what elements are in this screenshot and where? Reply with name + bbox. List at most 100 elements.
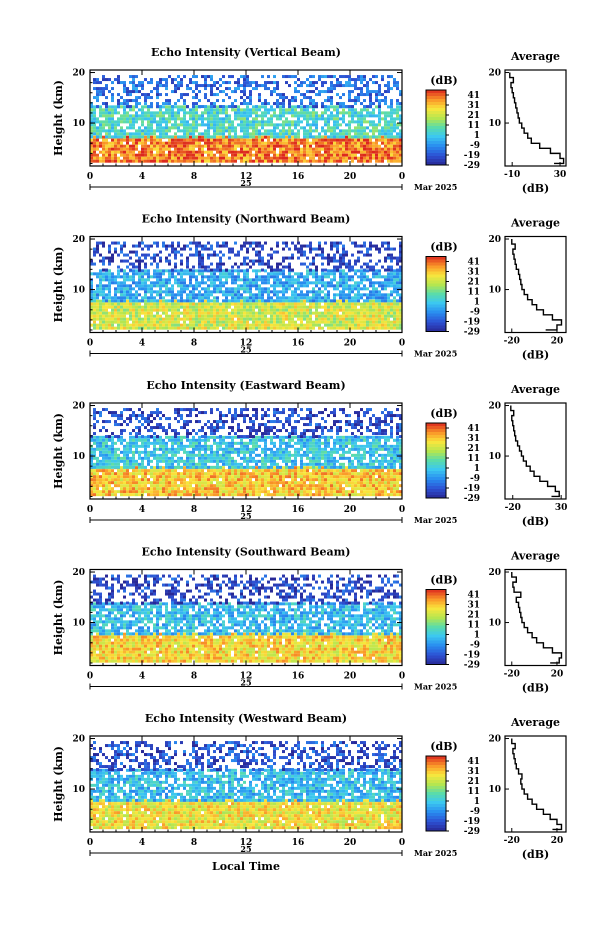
- heatmap-cell: [90, 323, 93, 327]
- heatmap-cell: [198, 469, 201, 473]
- heatmap-cell: [168, 117, 171, 121]
- heatmap-cell: [360, 108, 363, 112]
- heatmap-cell: [261, 296, 264, 300]
- heatmap-cell: [261, 323, 264, 327]
- heatmap-cell: [108, 259, 111, 263]
- heatmap-cell: [363, 75, 366, 79]
- heatmap-cell: [393, 290, 396, 294]
- heatmap-cell: [171, 90, 174, 94]
- heatmap-cell: [195, 96, 198, 100]
- heatmap-cell: [219, 311, 222, 315]
- heatmap-cell: [336, 299, 339, 303]
- heatmap-cell: [342, 129, 345, 133]
- heatmap-cell: [120, 259, 123, 263]
- heatmap-cell: [282, 305, 285, 309]
- heatmap-cell: [177, 153, 180, 157]
- heatmap-cell: [213, 117, 216, 121]
- heatmap-cell: [189, 326, 192, 330]
- heatmap-cell: [162, 326, 165, 330]
- heatmap-cell: [123, 302, 126, 306]
- heatmap-cell: [120, 159, 123, 163]
- heatmap-cell: [285, 144, 288, 148]
- colorbar-tick-label: 41: [467, 91, 480, 101]
- heatmap-cell: [399, 244, 402, 248]
- heatmap-cell: [126, 120, 129, 124]
- heatmap-cell: [285, 281, 288, 285]
- heatmap-cell: [222, 108, 225, 112]
- heatmap-cell: [222, 99, 225, 103]
- heatmap-cell: [198, 323, 201, 327]
- heatmap-cell: [387, 320, 390, 324]
- heatmap-cell: [327, 290, 330, 294]
- heatmap-cell: [324, 159, 327, 163]
- heatmap-cell: [150, 275, 153, 279]
- heatmap-cell: [321, 299, 324, 303]
- heatmap-cell: [336, 141, 339, 145]
- heatmap-cell: [105, 84, 108, 88]
- heatmap-cell: [279, 105, 282, 109]
- heatmap-cell: [177, 138, 180, 142]
- heatmap-cell: [258, 293, 261, 297]
- heatmap-cell: [207, 323, 210, 327]
- heatmap-cell: [204, 159, 207, 163]
- heatmap-cell: [96, 272, 99, 276]
- heatmap-cell: [195, 117, 198, 121]
- colorbar-segment: [426, 132, 446, 136]
- heatmap-cell: [240, 90, 243, 94]
- heatmap-cell: [177, 141, 180, 145]
- heatmap-cell: [342, 111, 345, 115]
- heatmap-cell: [195, 287, 198, 291]
- heatmap-cell: [399, 117, 402, 121]
- heatmap-cell: [246, 126, 249, 130]
- heatmap-cell: [99, 253, 102, 257]
- heatmap-cell: [141, 253, 144, 257]
- heatmap-cell: [363, 272, 366, 276]
- heatmap-cell: [105, 317, 108, 321]
- heatmap-cell: [396, 111, 399, 115]
- heatmap-cell: [333, 159, 336, 163]
- heatmap-cell: [372, 141, 375, 145]
- heatmap-cell: [207, 275, 210, 279]
- heatmap-cell: [216, 108, 219, 112]
- heatmap-cell: [378, 250, 381, 254]
- heatmap-cell: [306, 78, 309, 82]
- heatmap-cell: [144, 78, 147, 82]
- heatmap-cell: [258, 129, 261, 133]
- heatmap-cell: [231, 281, 234, 285]
- heatmap-cell: [231, 102, 234, 106]
- heatmap-cell: [258, 96, 261, 100]
- heatmap-cell: [144, 144, 147, 148]
- heatmap-cell: [156, 81, 159, 85]
- heatmap-cell: [147, 299, 150, 303]
- heatmap-cell: [336, 126, 339, 130]
- heatmap-cell: [252, 293, 255, 297]
- heatmap-cell: [243, 299, 246, 303]
- heatmap-cell: [357, 308, 360, 312]
- heatmap-cell: [177, 314, 180, 318]
- heatmap-cell: [165, 323, 168, 327]
- heatmap-cell: [222, 138, 225, 142]
- heatmap-cell: [216, 268, 219, 272]
- heatmap-cell: [222, 320, 225, 324]
- heatmap-cell: [243, 269, 246, 273]
- heatmap-cell: [243, 147, 246, 151]
- heatmap-cell: [333, 302, 336, 306]
- heatmap-cell: [153, 253, 156, 257]
- heatmap-cell: [336, 281, 339, 285]
- heatmap-cell: [231, 150, 234, 154]
- heatmap-cell: [315, 311, 318, 315]
- heatmap-cell: [261, 135, 264, 139]
- heatmap-cell: [213, 120, 216, 124]
- heatmap-cell: [183, 141, 186, 145]
- heatmap-cell: [288, 84, 291, 88]
- heatmap-cell: [258, 275, 261, 279]
- heatmap-cell: [216, 253, 219, 257]
- heatmap-cell: [189, 132, 192, 136]
- heatmap-cell: [243, 90, 246, 94]
- heatmap-cell: [396, 117, 399, 121]
- heatmap-cell: [102, 302, 105, 306]
- heatmap-cell: [216, 135, 219, 139]
- heatmap-cell: [282, 293, 285, 297]
- heatmap-cell: [171, 268, 174, 272]
- heatmap-cell: [372, 132, 375, 136]
